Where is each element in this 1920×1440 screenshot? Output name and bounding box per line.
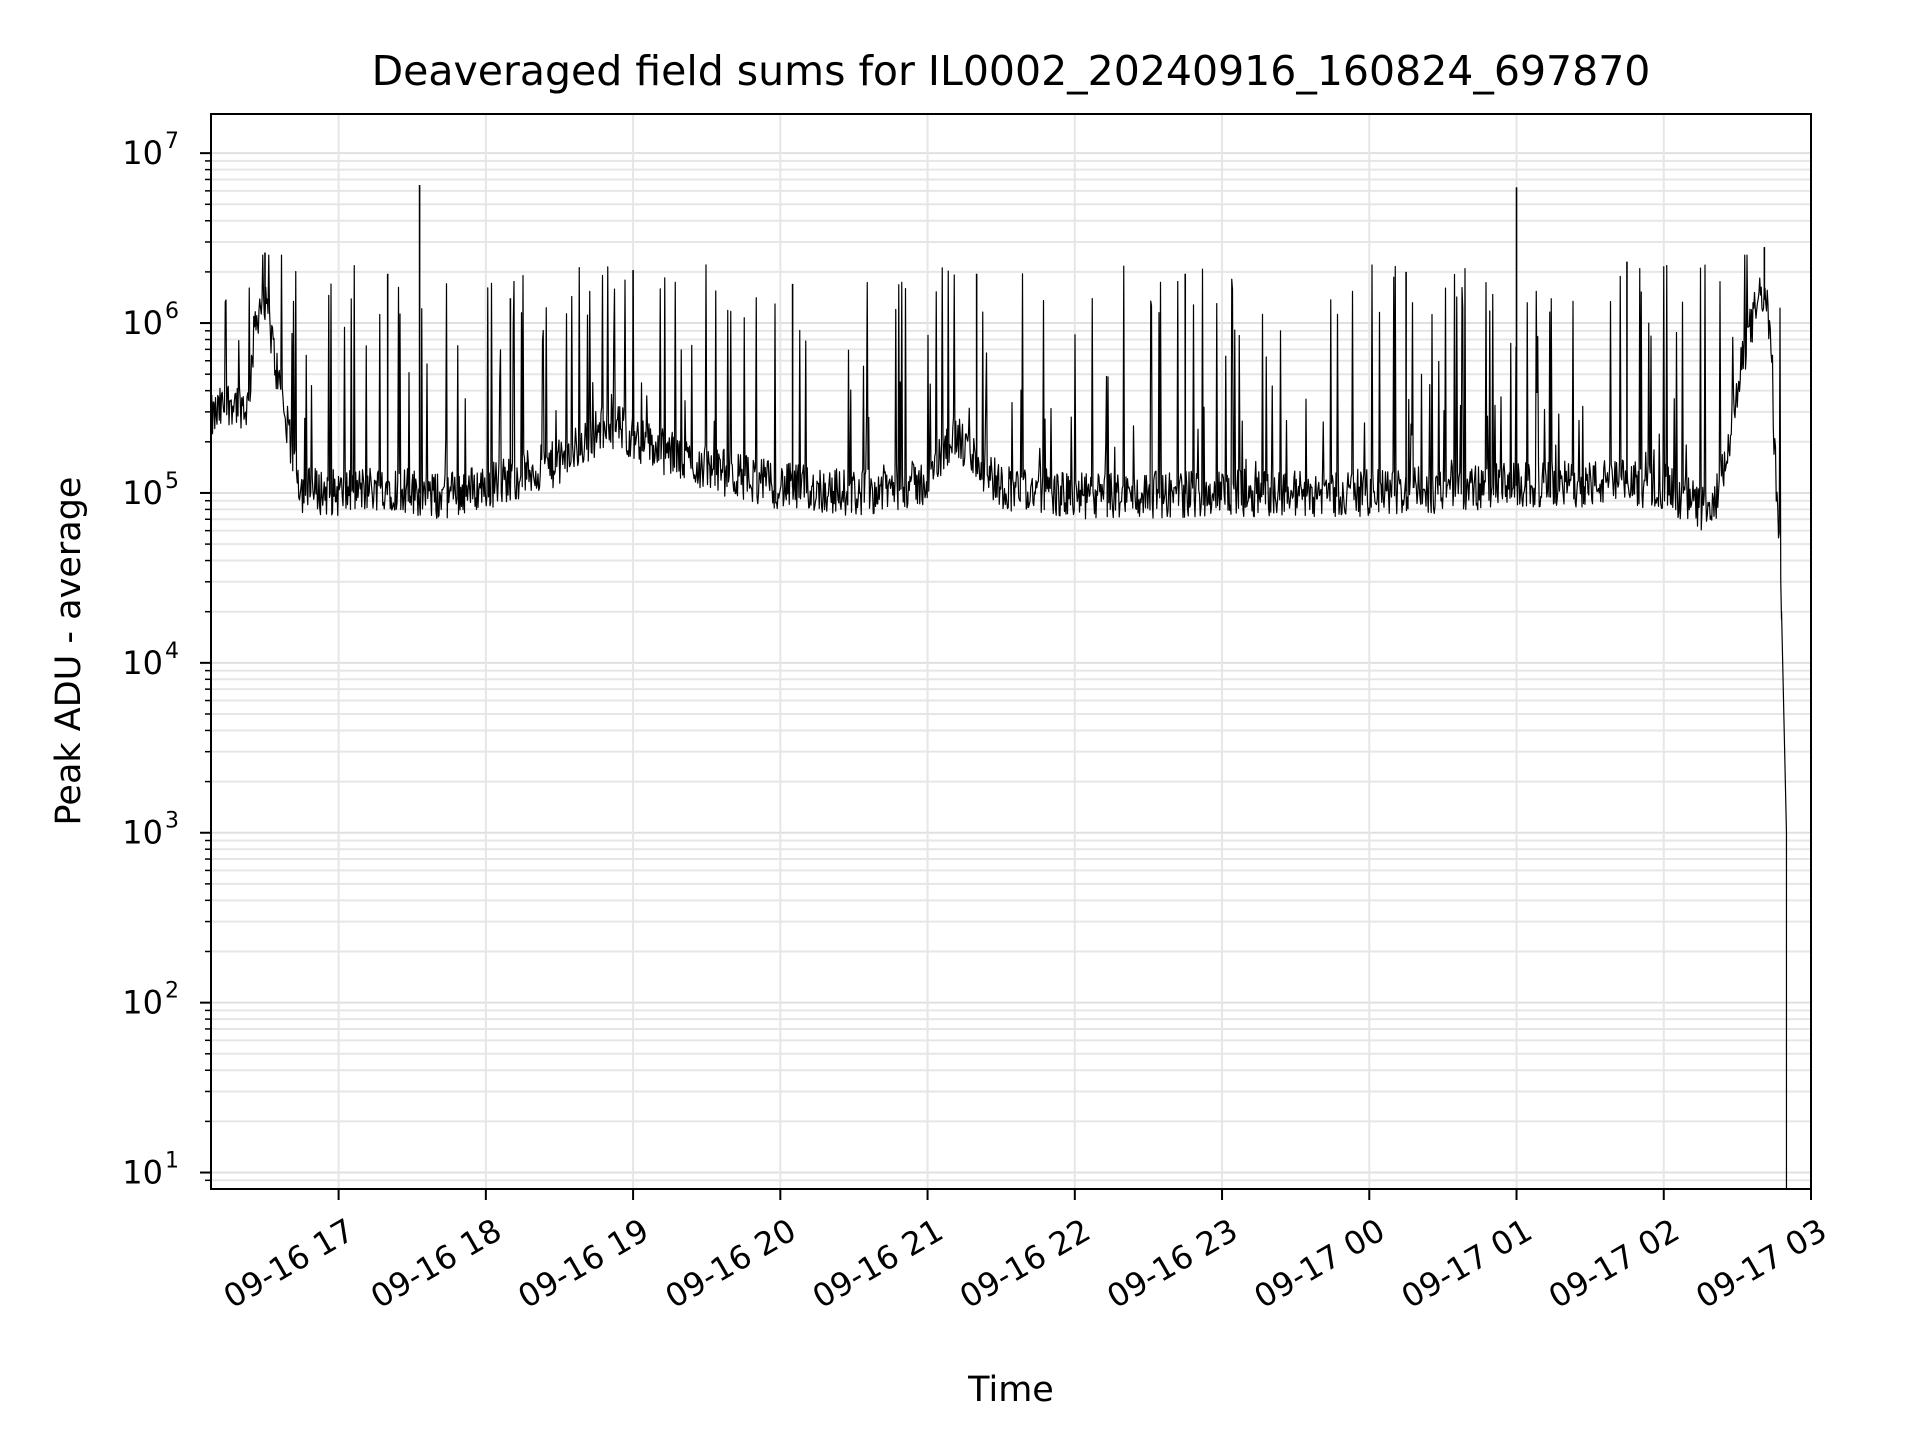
y-tick-exponent: 1 [165,1149,179,1174]
chart-title: Deaveraged field sums for IL0002_2024091… [372,47,1651,95]
y-tick-exponent: 2 [165,979,179,1004]
y-tick-label: 10 [122,134,163,172]
y-tick-label: 10 [122,814,163,852]
y-tick-exponent: 7 [165,129,179,154]
y-tick-exponent: 6 [165,299,179,324]
series-line [210,254,1788,1189]
y-tick-label: 10 [122,304,163,342]
y-tick-exponent: 3 [165,809,179,834]
y-tick-exponent: 4 [165,639,179,664]
series-layer [210,184,1788,1189]
y-tick-label: 10 [122,1154,163,1192]
y-axis-label: Peak ADU - average [49,477,89,826]
y-tick-label: 10 [122,984,163,1022]
y-tick-label: 10 [122,474,163,512]
grid [211,114,1812,1189]
y-tick-exponent: 5 [165,469,179,494]
plot-frame [210,113,1812,1190]
y-tick-label: 10 [122,644,163,682]
x-axis-label: Time [967,1370,1054,1410]
